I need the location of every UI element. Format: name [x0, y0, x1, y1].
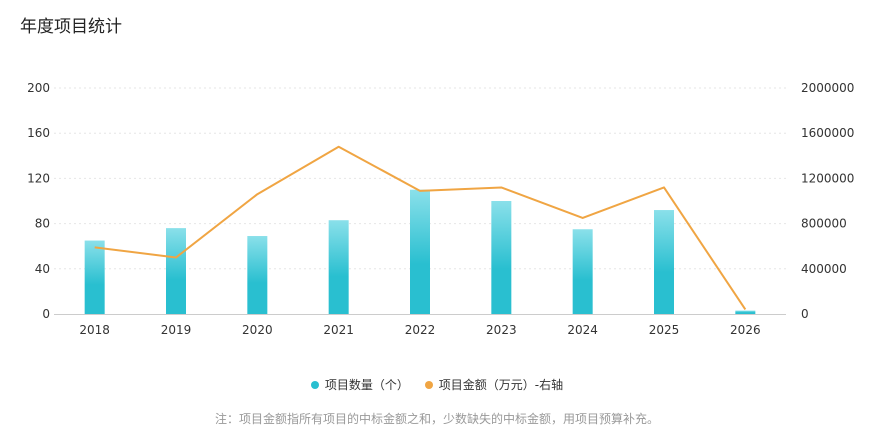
x-tick-label: 2020	[242, 323, 273, 337]
y-right-tick-label: 0	[801, 307, 809, 321]
bar-series[interactable]	[84, 189, 756, 314]
legend-label-amount: 项目金额（万元）-右轴	[438, 378, 564, 392]
y-left-tick-label: 120	[27, 171, 50, 185]
x-tick-label: 2022	[405, 323, 436, 337]
bar[interactable]	[247, 236, 268, 314]
y-right-tick-label: 400000	[801, 262, 847, 276]
x-tick-label: 2019	[161, 323, 192, 337]
y-left-tick-label: 160	[27, 126, 50, 140]
y-right-tick-label: 1600000	[801, 126, 854, 140]
bar[interactable]	[410, 189, 430, 314]
legend-item-amount[interactable]: 项目金额（万元）-右轴	[424, 376, 564, 393]
x-tick-label: 2021	[323, 323, 354, 337]
legend-item-count[interactable]: 项目数量（个）	[310, 376, 409, 393]
bar[interactable]	[166, 228, 186, 314]
y-right-tick-label: 800000	[801, 217, 847, 231]
y-left-tick-label: 40	[35, 262, 50, 276]
legend-marker-count	[310, 380, 319, 389]
bar[interactable]	[84, 240, 105, 314]
footnote: 注：项目金额指所有项目的中标金额之和，少数缺失的中标金额，用项目预算补充。	[214, 412, 659, 426]
series-line[interactable]	[94, 145, 747, 311]
x-tick-label: 2026	[730, 323, 761, 337]
y-left-tick-label: 80	[35, 217, 50, 231]
bar[interactable]	[572, 229, 593, 314]
legend-marker-amount	[424, 380, 433, 389]
bar[interactable]	[735, 310, 756, 314]
bar[interactable]	[328, 220, 349, 314]
x-tick-label: 2024	[567, 323, 598, 337]
combo-chart: 0 40 80 120 160 200 0 400000 800000 1200000 160000…	[27, 81, 854, 337]
x-tick-label: 2025	[649, 323, 680, 337]
y-left-tick-label: 200	[27, 81, 50, 95]
x-tick-label: 2018	[79, 323, 110, 337]
line-series[interactable]	[94, 145, 747, 311]
y-right-tick-label: 1200000	[801, 171, 854, 185]
y-right-tick-label: 2000000	[801, 81, 854, 95]
bar[interactable]	[491, 201, 512, 314]
x-tick-label: 2023	[486, 323, 517, 337]
legend-label-count: 项目数量（个）	[324, 378, 409, 392]
page-title: 年度项目统计	[20, 17, 122, 37]
y-left-tick-label: 0	[42, 307, 50, 321]
axis-labels: 0 40 80 120 160 200 0 400000 800000 1200000 160000…	[27, 81, 854, 337]
bar[interactable]	[654, 210, 674, 314]
chart-legend: 项目数量（个） 项目金额（万元）-右轴	[0, 376, 874, 393]
